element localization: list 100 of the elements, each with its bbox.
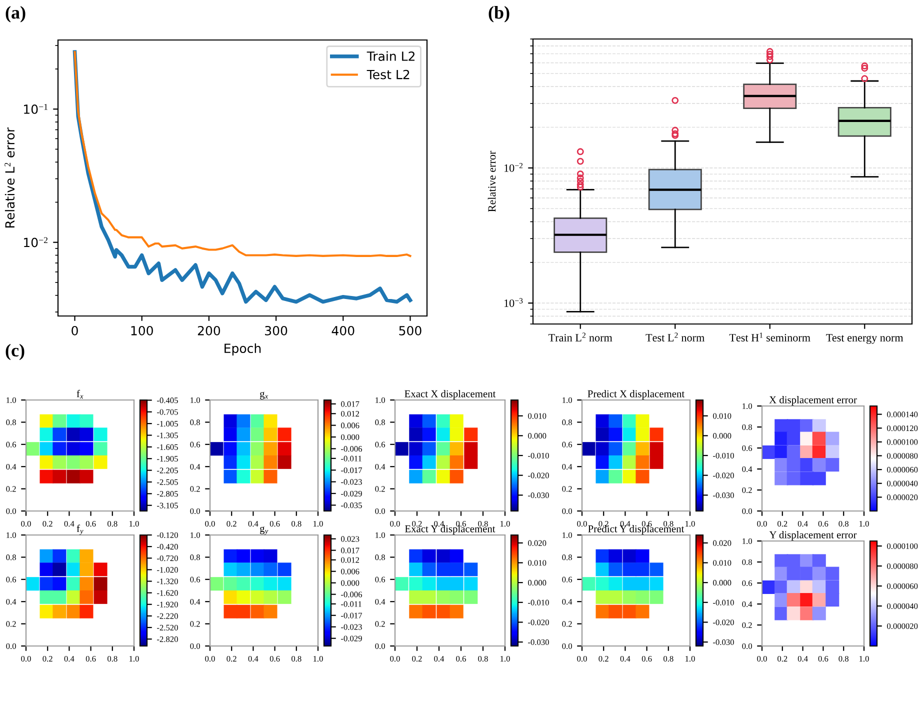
color-bar-label: 0.000	[528, 433, 546, 439]
x-tick-label: Test H$^{1}$ seminorm	[729, 332, 810, 342]
point	[224, 442, 238, 456]
point	[450, 470, 464, 484]
point	[450, 577, 464, 591]
y-tick-label: 0.0	[742, 643, 752, 650]
point	[66, 577, 80, 591]
point	[52, 549, 66, 563]
x-tick-label: 0.6	[270, 520, 280, 527]
x-tick-label: 0.0	[390, 520, 400, 527]
point	[250, 577, 264, 591]
point	[422, 414, 436, 428]
color-bar-label: -0.006	[341, 592, 362, 598]
point	[774, 606, 788, 620]
point	[622, 590, 636, 604]
point	[436, 455, 450, 469]
color-bar-label: -0.420	[157, 544, 178, 550]
color-bar-label: 0.000060	[887, 466, 918, 473]
x-tick-label: Test energy norm	[826, 334, 904, 344]
point	[409, 455, 423, 469]
point	[608, 414, 622, 428]
x-tick-label: 0.6	[456, 656, 466, 662]
point	[608, 428, 622, 442]
color-bar-label: -2.205	[157, 468, 178, 474]
point	[826, 593, 840, 607]
color-bar-label: 0.006	[341, 568, 360, 574]
point	[66, 442, 80, 456]
point	[636, 590, 650, 604]
chart-title: Exact X displacement	[404, 390, 496, 400]
point	[422, 562, 436, 576]
point	[762, 580, 775, 594]
y-tick-label: 10$^{−2}$	[504, 163, 523, 172]
point	[436, 428, 450, 442]
y-tick-label: 10$^{−3}$	[504, 298, 523, 307]
point	[464, 577, 478, 591]
x-tick-label: 1.0	[686, 520, 695, 527]
text: (c)	[6, 344, 24, 360]
y-tick-label: 0.8	[190, 554, 200, 560]
x-tick-label: 0.4	[248, 520, 258, 527]
color-bar-label: -0.020	[713, 472, 734, 478]
color-bar-label: -0.120	[157, 532, 178, 538]
chart-title: g$_{y}$	[260, 526, 268, 535]
point	[94, 577, 108, 591]
point	[40, 470, 54, 484]
point	[422, 428, 436, 442]
color-bar-label: 0.000	[713, 433, 732, 439]
color-bar-label: -1.920	[157, 602, 178, 608]
color-bar-label: 0.000060	[887, 583, 918, 590]
y-tick-label: 1.0	[190, 397, 200, 404]
point	[94, 428, 108, 442]
point	[52, 577, 66, 591]
point	[40, 604, 54, 618]
point	[40, 590, 54, 604]
color-bar-label: -2.805	[157, 491, 178, 497]
color-bar-label: -0.020	[528, 472, 549, 478]
point	[636, 604, 650, 618]
point	[650, 562, 664, 576]
point	[52, 604, 66, 618]
color-bar-label: -0.020	[713, 620, 734, 626]
point	[450, 414, 464, 428]
color-bar-label: 0.010	[713, 413, 732, 419]
y-tick-label: 0.4	[562, 598, 572, 605]
x-tick-label: Test L$^{2}$ norm	[646, 332, 704, 342]
x-tick-label: 1.0	[686, 656, 695, 662]
point	[450, 590, 464, 604]
color-bar-label: -0.405	[157, 398, 178, 404]
x-tick-label: 200	[198, 326, 220, 336]
x-tick-label: 0.2	[412, 656, 422, 662]
x-tick-label: 0.6	[642, 656, 652, 662]
color-bar-label: -0.020	[528, 620, 549, 626]
point	[608, 562, 622, 576]
y-tick-label: 0.2	[742, 622, 752, 628]
point	[250, 428, 264, 442]
point	[636, 455, 650, 469]
y-tick-label: 0.2	[742, 487, 752, 494]
point	[224, 562, 238, 576]
x-tick-label: 0.6	[270, 656, 280, 662]
color-bar-label: -1.020	[157, 567, 178, 573]
x-tick-label: 0.8	[478, 520, 488, 527]
x-tick-label: Train L$^{2}$ norm	[548, 332, 612, 342]
y-tick-label: 0.6	[562, 442, 572, 448]
x-tick-label: 0.6	[642, 520, 652, 527]
color-bar-label: 0.000140	[887, 412, 918, 418]
y-tick-label: 0.6	[375, 576, 386, 582]
point	[52, 590, 66, 604]
point	[66, 562, 80, 576]
color-bar-label: -1.905	[157, 456, 178, 462]
y-tick-label: 0.8	[742, 424, 752, 430]
point	[94, 455, 108, 469]
point	[264, 428, 278, 442]
x-tick-label: 0.2	[412, 520, 422, 527]
x-tick-label: 100	[131, 326, 153, 336]
y-tick-label: 0.0	[6, 643, 16, 650]
point	[650, 428, 664, 442]
point	[596, 577, 610, 591]
x-tick-label: 0.0	[205, 656, 215, 662]
point	[826, 580, 840, 594]
point	[278, 442, 292, 456]
point	[436, 562, 450, 576]
point	[774, 458, 788, 472]
